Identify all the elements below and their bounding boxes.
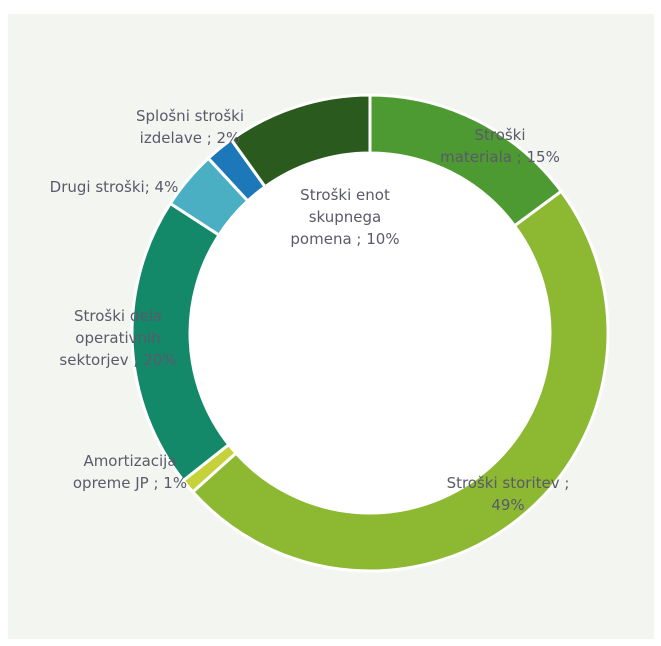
slice-label-6: Splošni stroški izdelave ; 2% — [136, 107, 244, 147]
pie-slice-2 — [190, 189, 610, 573]
slice-label-1: Stroški materiala ; 15% — [440, 126, 560, 166]
pie-slice-7 — [229, 93, 372, 189]
donut-hole — [191, 154, 549, 512]
slice-label-5: Drugi stroški; 4% — [50, 178, 179, 196]
slice-label-4: Stroški dela operativnih sektorjev ; 20% — [59, 307, 176, 369]
slice-label-3: Amortizacija opreme JP ; 1% — [73, 452, 187, 492]
slice-label-7: Stroški enot skupnega pomena ; 10% — [290, 186, 399, 248]
slice-label-2: Stroški storitev ; 49% — [447, 474, 570, 514]
